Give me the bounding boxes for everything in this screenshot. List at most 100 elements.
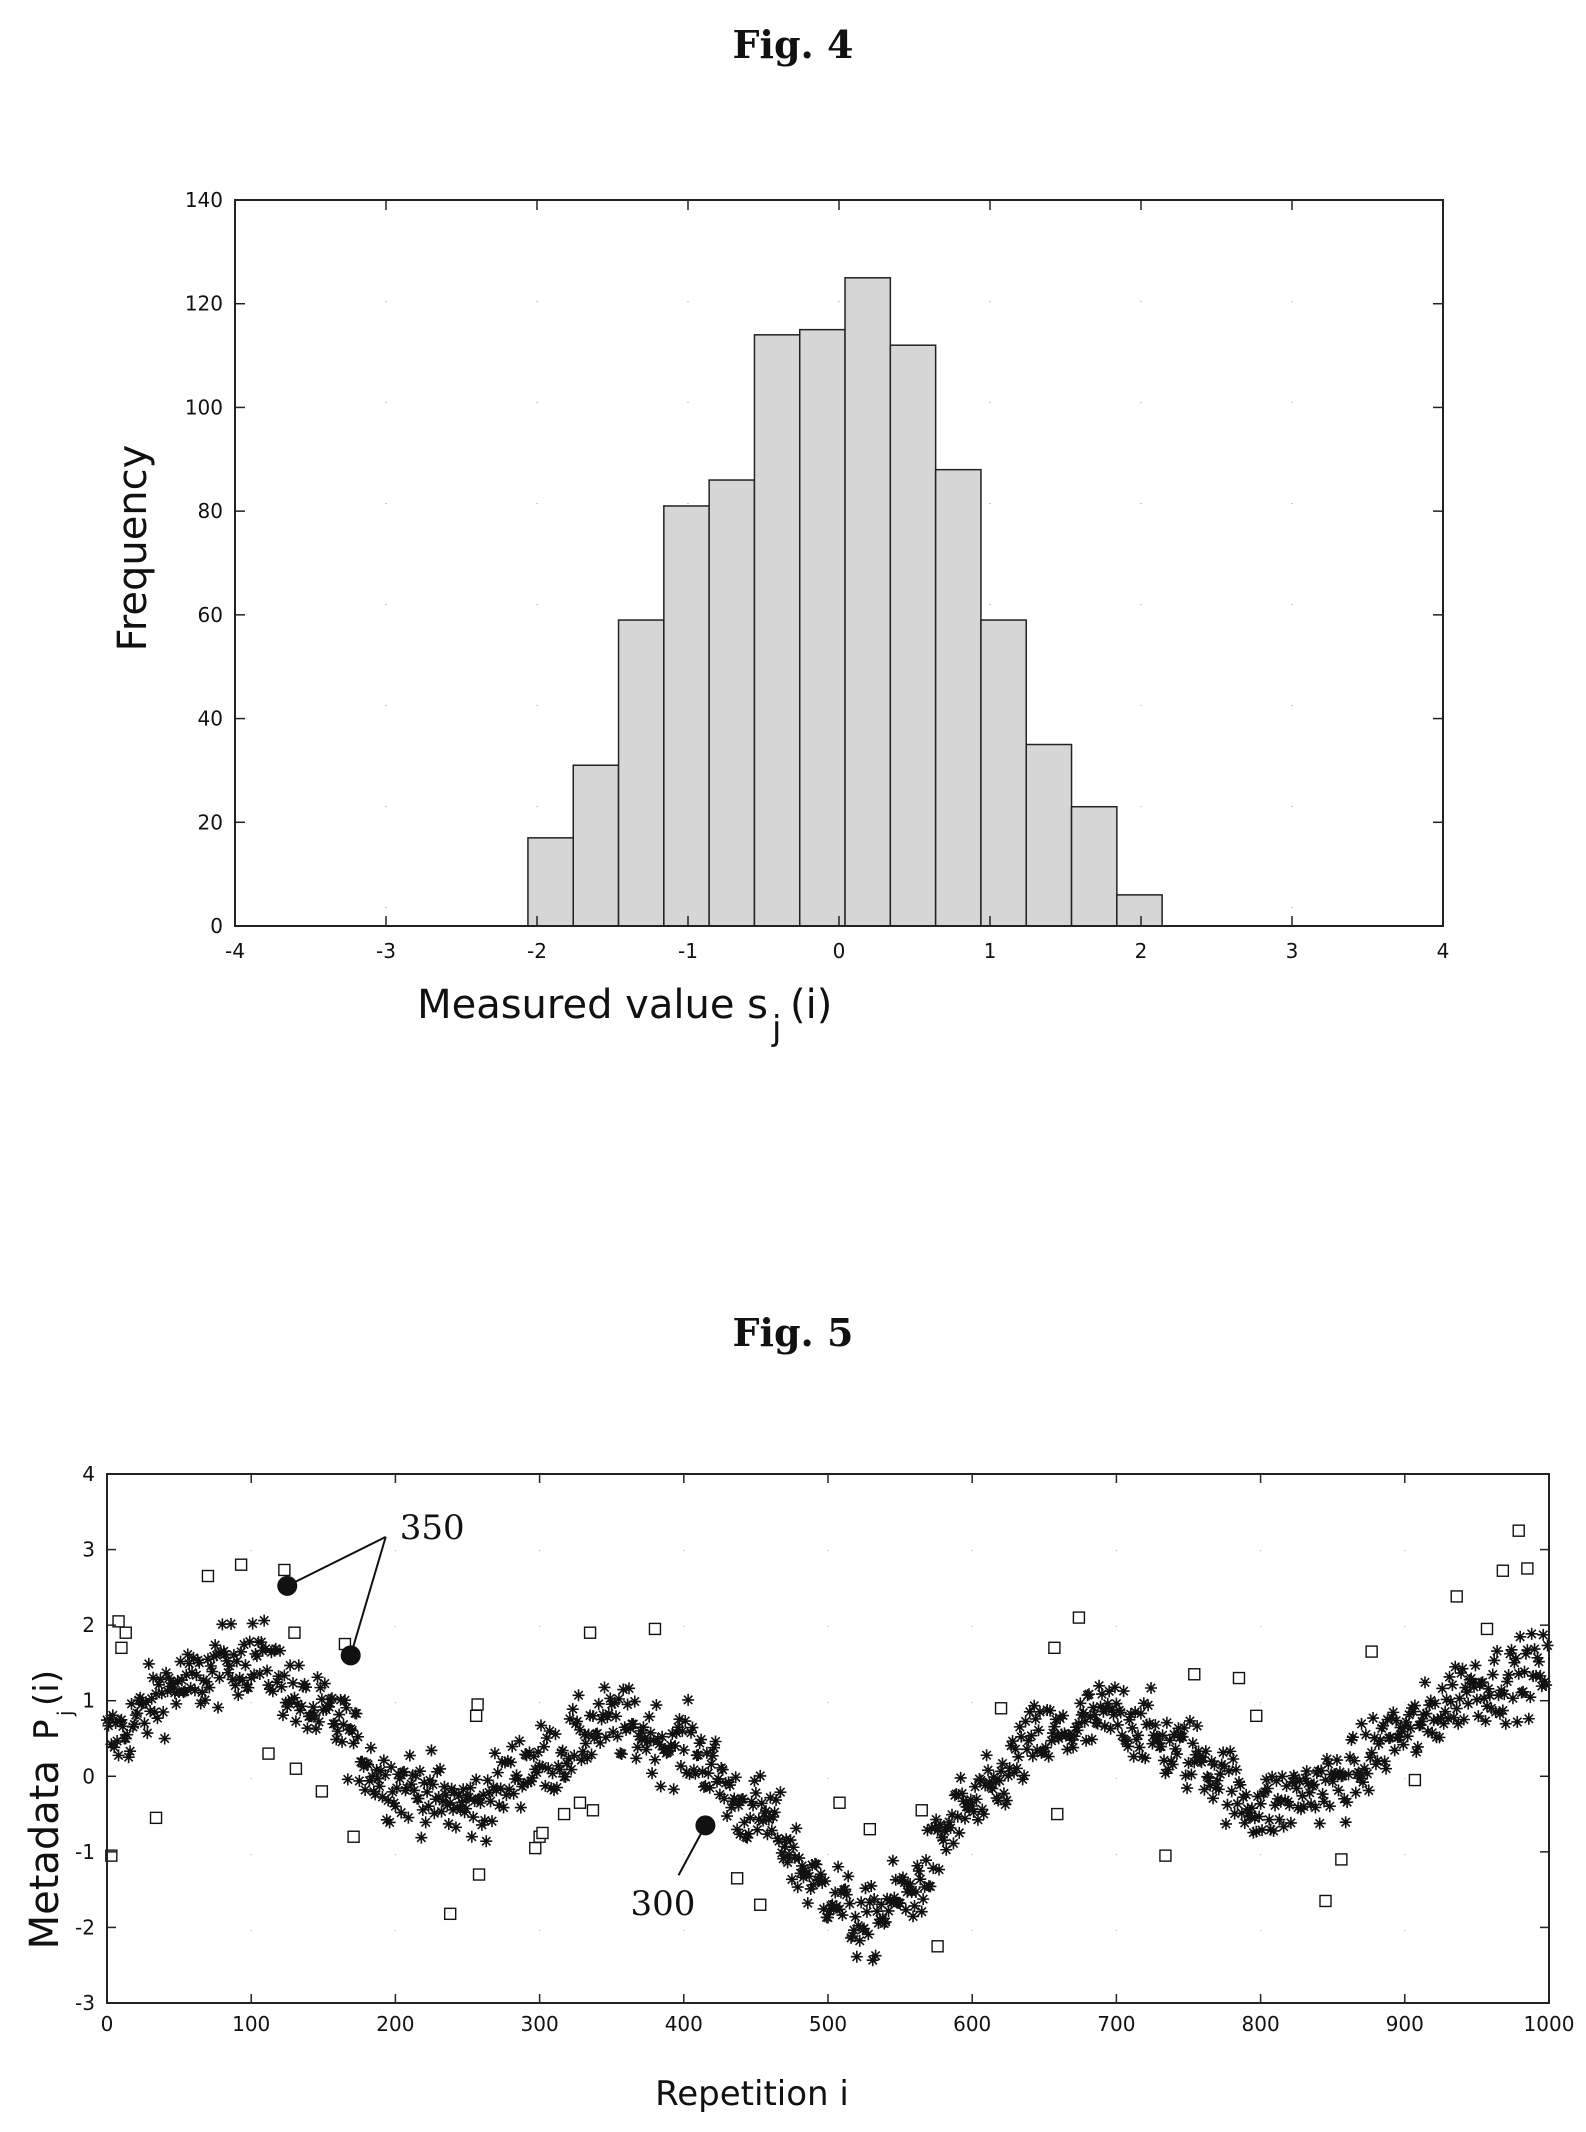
fig5-asterisk-point bbox=[767, 1810, 780, 1823]
fig5-asterisk-point bbox=[1502, 1668, 1515, 1681]
fig5-asterisk-point bbox=[186, 1666, 199, 1679]
fig5-asterisk-point bbox=[803, 1870, 816, 1883]
fig4-ytick-label: 20 bbox=[198, 810, 223, 834]
fig5-asterisk-point bbox=[438, 1780, 451, 1793]
fig5-asterisk-point bbox=[552, 1759, 565, 1772]
fig4-bar bbox=[753, 334, 801, 927]
fig5-asterisk-point bbox=[372, 1772, 385, 1785]
fig5-asterisk-point bbox=[1394, 1721, 1407, 1734]
fig5-asterisk-point bbox=[274, 1644, 287, 1657]
fig5-asterisk-point bbox=[1091, 1717, 1104, 1730]
fig5-asterisk-point bbox=[755, 1797, 768, 1810]
fig4-bar bbox=[708, 479, 756, 927]
fig5-asterisk-point bbox=[956, 1787, 969, 1800]
fig5-asterisk-point bbox=[1514, 1630, 1527, 1643]
fig4-ytick-label: 0 bbox=[210, 914, 223, 938]
fig5-asterisk-point bbox=[696, 1765, 709, 1778]
fig5-asterisk-point bbox=[1499, 1717, 1512, 1730]
fig5-asterisk-point bbox=[1279, 1794, 1292, 1807]
fig5-asterisk-point bbox=[1519, 1647, 1532, 1660]
fig5-asterisk-point bbox=[125, 1697, 138, 1710]
fig5-asterisk-point bbox=[1504, 1647, 1517, 1660]
fig5-asterisk-point bbox=[1033, 1705, 1046, 1718]
fig5-asterisk-point bbox=[421, 1785, 434, 1798]
fig5-asterisk-point bbox=[419, 1816, 432, 1829]
fig5-asterisk-point bbox=[405, 1778, 418, 1791]
fig5-asterisk-point bbox=[477, 1788, 490, 1801]
fig5-asterisk-point bbox=[866, 1954, 879, 1967]
fig5-asterisk-point bbox=[299, 1681, 312, 1694]
fig5-asterisk-point bbox=[759, 1805, 772, 1818]
fig5-asterisk-point bbox=[1067, 1741, 1080, 1754]
fig5-asterisk-point bbox=[190, 1669, 203, 1682]
fig5-asterisk-point bbox=[1470, 1693, 1483, 1706]
fig5-asterisk-point bbox=[620, 1723, 633, 1736]
fig5-asterisk-point bbox=[823, 1905, 836, 1918]
fig5-asterisk-point bbox=[255, 1636, 268, 1649]
fig5-asterisk-point bbox=[330, 1733, 343, 1746]
fig5-asterisk-point bbox=[1009, 1743, 1022, 1756]
fig5-asterisk-point bbox=[1408, 1699, 1421, 1712]
fig5-asterisk-point bbox=[161, 1685, 174, 1698]
fig5-asterisk-point bbox=[693, 1737, 706, 1750]
fig5-asterisk-point bbox=[862, 1928, 875, 1941]
fig5-asterisk-point bbox=[285, 1693, 298, 1706]
fig5-asterisk-point bbox=[1163, 1734, 1176, 1747]
fig5-asterisk-point bbox=[935, 1831, 948, 1844]
fig5-asterisk-point bbox=[1372, 1737, 1385, 1750]
fig5-asterisk-point bbox=[924, 1880, 937, 1893]
fig5-asterisk-point bbox=[216, 1618, 229, 1631]
fig5-asterisk-point bbox=[586, 1709, 599, 1722]
fig5-square-point bbox=[1051, 1807, 1064, 1821]
fig5-asterisk-point bbox=[1393, 1731, 1406, 1744]
fig5-square-point bbox=[234, 1558, 248, 1571]
fig5-square-point bbox=[586, 1804, 600, 1817]
fig5-asterisk-point bbox=[1476, 1676, 1489, 1689]
fig5-asterisk-point bbox=[203, 1681, 216, 1694]
fig5-asterisk-point bbox=[1468, 1681, 1481, 1694]
fig5-asterisk-point bbox=[1071, 1724, 1084, 1737]
fig4-bar bbox=[798, 328, 846, 927]
fig5-asterisk-point bbox=[269, 1642, 282, 1655]
fig5-asterisk-point bbox=[641, 1735, 654, 1748]
fig4-xlabel-sub: j bbox=[771, 1009, 781, 1049]
fig5-asterisk-point bbox=[1025, 1729, 1038, 1742]
fig5-asterisk-point bbox=[605, 1698, 618, 1711]
fig5-asterisk-point bbox=[1077, 1706, 1090, 1719]
fig5-asterisk-point bbox=[1134, 1707, 1147, 1720]
fig5-asterisk-point bbox=[908, 1899, 921, 1912]
fig5-asterisk-point bbox=[1008, 1766, 1021, 1779]
fig5-asterisk-point bbox=[1359, 1728, 1372, 1741]
fig4-xtick-label: -3 bbox=[376, 939, 396, 963]
fig5-xtick-label: 500 bbox=[809, 2012, 847, 2036]
fig5-asterisk-point bbox=[447, 1803, 460, 1816]
fig5-asterisk-point bbox=[1021, 1743, 1033, 1756]
fig5-asterisk-point bbox=[628, 1695, 641, 1708]
fig5-asterisk-point bbox=[435, 1805, 448, 1818]
fig5-asterisk-point bbox=[1136, 1750, 1149, 1763]
fig5-xtick-label: 700 bbox=[1097, 2012, 1135, 2036]
fig5-asterisk-point bbox=[108, 1741, 121, 1754]
fig5-asterisk-point bbox=[1121, 1740, 1134, 1753]
fig5-asterisk-point bbox=[1398, 1720, 1411, 1733]
fig5-asterisk-point bbox=[1420, 1707, 1433, 1720]
fig5-asterisk-point bbox=[976, 1803, 989, 1816]
fig5-asterisk-point bbox=[1129, 1706, 1142, 1719]
fig5-asterisk-point bbox=[1492, 1689, 1505, 1702]
fig5-asterisk-point bbox=[1346, 1731, 1359, 1744]
fig5-asterisk-point bbox=[712, 1772, 725, 1785]
fig5-asterisk-point bbox=[1349, 1786, 1362, 1799]
fig5-asterisk-point bbox=[1332, 1784, 1345, 1797]
fig5-asterisk-point bbox=[1055, 1728, 1068, 1741]
fig5-asterisk-point bbox=[1380, 1762, 1393, 1775]
fig5-asterisk-point bbox=[1114, 1706, 1127, 1719]
fig5-asterisk-point bbox=[1018, 1769, 1031, 1782]
fig5-asterisk-point bbox=[246, 1617, 259, 1630]
fig5-asterisk-point bbox=[1439, 1705, 1452, 1718]
fig5-asterisk-point bbox=[695, 1733, 708, 1746]
fig5-asterisk-point bbox=[382, 1794, 395, 1807]
fig5-asterisk-point bbox=[1269, 1799, 1282, 1812]
fig5-asterisk-point bbox=[1019, 1715, 1032, 1728]
fig5-asterisk-point bbox=[390, 1782, 403, 1795]
fig5-asterisk-point bbox=[147, 1671, 160, 1684]
